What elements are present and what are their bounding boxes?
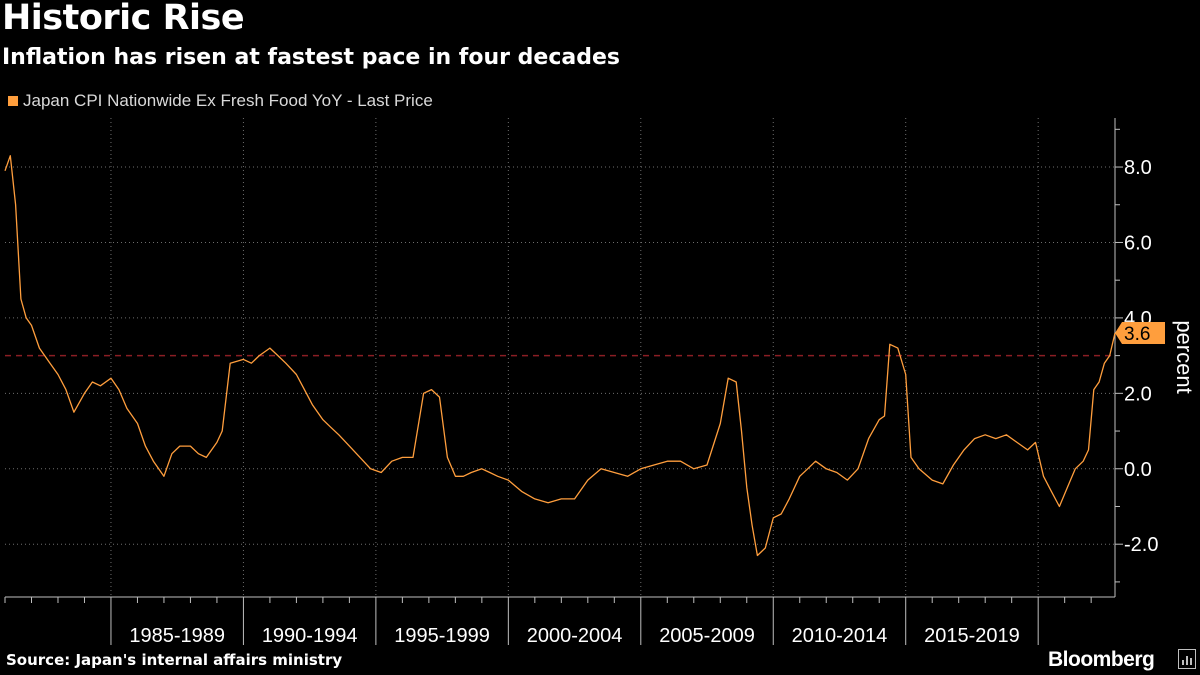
- chart-title: Historic Rise: [2, 0, 245, 38]
- x-tick-label: 1995-1999: [394, 625, 490, 647]
- bloomberg-logo: Bloomberg: [1048, 648, 1155, 671]
- chart-subtitle: Inflation has risen at fastest pace in f…: [2, 45, 620, 70]
- y-axis-labels: -2.00.02.04.06.08.0: [1124, 157, 1158, 556]
- last-value-badge-shape: [1115, 321, 1165, 344]
- source-note: Source: Japan's internal affairs ministr…: [6, 651, 343, 669]
- x-tick-label: 2005-2009: [659, 625, 755, 647]
- y-tick-label: 6.0: [1124, 232, 1152, 254]
- y-tick-label: 2.0: [1124, 383, 1152, 405]
- axes: [4, 118, 1123, 645]
- x-tick-label: 2010-2014: [792, 625, 888, 647]
- legend-swatch: [8, 96, 18, 106]
- y-tick-label: 0.0: [1124, 459, 1152, 481]
- y-tick-label: 8.0: [1124, 157, 1152, 179]
- last-value-label: 3.6: [1124, 324, 1150, 345]
- x-axis-labels: 1985-1989 1990-1994 1995-1999 2000-2004 2005…: [129, 625, 1019, 647]
- x-tick-label: 2000-2004: [527, 625, 623, 647]
- bloomberg-chart-icon: [1178, 649, 1196, 669]
- x-tick-label: 1990-1994: [262, 625, 358, 647]
- y-tick-label: -2.0: [1124, 534, 1158, 556]
- legend-label: Japan CPI Nationwide Ex Fresh Food YoY -…: [23, 91, 433, 110]
- horizontal-gridlines: [5, 166, 1115, 545]
- x-tick-label: 2015-2019: [924, 625, 1020, 647]
- legend: Japan CPI Nationwide Ex Fresh Food YoY -…: [8, 91, 433, 111]
- y-axis-unit-label: percent: [1172, 320, 1197, 393]
- series-line: [4, 155, 1116, 557]
- vertical-gridlines: [110, 118, 1039, 597]
- x-tick-label: 1985-1989: [129, 625, 225, 647]
- last-value-badge: 3.6: [1115, 321, 1165, 345]
